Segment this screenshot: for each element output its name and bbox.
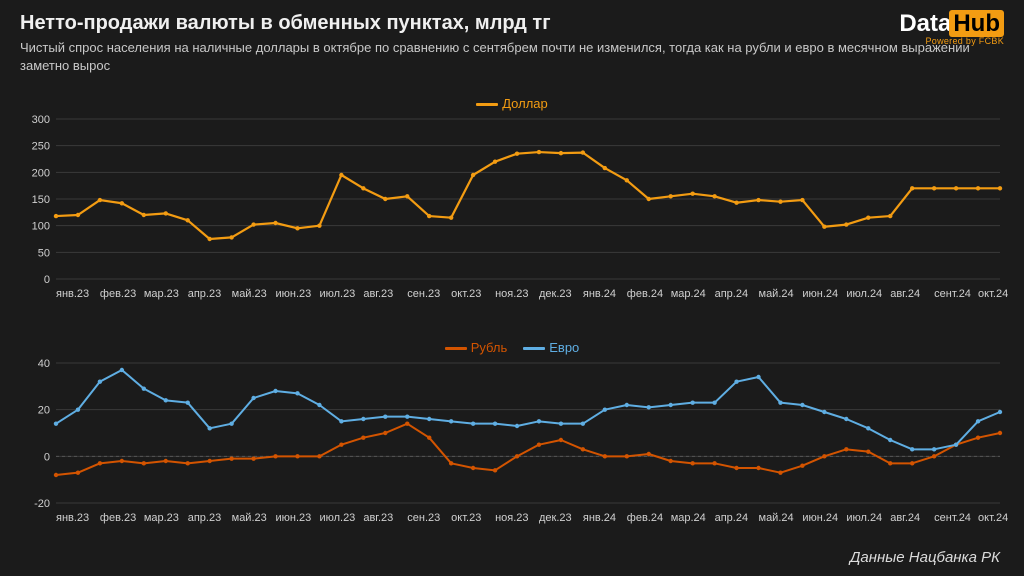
svg-text:окт.23: окт.23 [451, 512, 481, 524]
svg-text:мар.23: мар.23 [144, 288, 179, 300]
ruble-euro-chart: -20 0 20 40 янв.23 фев.23 мар.23 апр.23 май.23 ию… [14, 357, 1010, 527]
svg-text:июл.24: июл.24 [846, 288, 882, 300]
svg-text:сент.24: сент.24 [934, 288, 971, 300]
svg-text:сен.23: сен.23 [407, 288, 440, 300]
svg-text:май.24: май.24 [759, 512, 794, 524]
svg-text:авг.23: авг.23 [363, 288, 393, 300]
svg-text:окт.24: окт.24 [978, 288, 1008, 300]
svg-text:250: 250 [32, 141, 50, 153]
svg-text:150: 150 [32, 194, 50, 206]
svg-text:сент.24: сент.24 [934, 512, 971, 524]
svg-text:фев.24: фев.24 [627, 288, 663, 300]
svg-text:июн.23: июн.23 [276, 512, 312, 524]
svg-text:ноя.23: ноя.23 [495, 512, 528, 524]
svg-text:июл.23: июл.23 [319, 512, 355, 524]
page-title: Нетто-продажи валюты в обменных пунктах,… [20, 12, 1004, 35]
svg-text:100: 100 [32, 221, 50, 233]
svg-text:200: 200 [32, 167, 50, 179]
svg-text:июн.24: июн.24 [802, 288, 838, 300]
svg-text:-20: -20 [34, 498, 50, 510]
svg-text:янв.23: янв.23 [56, 288, 89, 300]
svg-text:50: 50 [38, 247, 50, 259]
svg-text:фев.23: фев.23 [100, 512, 136, 524]
svg-text:апр.24: апр.24 [715, 512, 748, 524]
svg-text:20: 20 [38, 405, 50, 417]
svg-text:авг.24: авг.24 [890, 512, 920, 524]
svg-text:0: 0 [44, 451, 50, 463]
svg-text:янв.24: янв.24 [583, 288, 616, 300]
svg-text:40: 40 [38, 358, 50, 370]
logo: DataHub Powered by FCBK [899, 10, 1004, 46]
svg-text:мар.23: мар.23 [144, 512, 179, 524]
svg-text:апр.23: апр.23 [188, 288, 221, 300]
svg-text:июн.23: июн.23 [276, 288, 312, 300]
svg-text:окт.24: окт.24 [978, 512, 1008, 524]
svg-text:сен.23: сен.23 [407, 512, 440, 524]
svg-text:дек.23: дек.23 [539, 512, 572, 524]
svg-text:авг.23: авг.23 [363, 512, 393, 524]
svg-text:фев.23: фев.23 [100, 288, 136, 300]
svg-text:окт.23: окт.23 [451, 288, 481, 300]
legend-ruble-euro: РубльЕвро [14, 340, 1010, 355]
svg-text:дек.23: дек.23 [539, 288, 572, 300]
svg-text:май.23: май.23 [232, 288, 267, 300]
svg-text:300: 300 [32, 114, 50, 126]
svg-text:июн.24: июн.24 [802, 512, 838, 524]
svg-text:янв.24: янв.24 [583, 512, 616, 524]
svg-text:янв.23: янв.23 [56, 512, 89, 524]
svg-text:апр.24: апр.24 [715, 288, 748, 300]
svg-text:июл.24: июл.24 [846, 512, 882, 524]
svg-text:0: 0 [44, 274, 50, 286]
svg-text:апр.23: апр.23 [188, 512, 221, 524]
legend-dollar: Доллар [14, 96, 1010, 111]
svg-text:май.23: май.23 [232, 512, 267, 524]
svg-text:май.24: май.24 [759, 288, 794, 300]
dollar-chart: 0 50 100 150 200 250 300 янв.23 фев.23 мар.23 апр.… [14, 113, 1010, 303]
page-subtitle: Чистый спрос населения на наличные долла… [20, 39, 1004, 74]
svg-text:мар.24: мар.24 [671, 288, 706, 300]
svg-text:ноя.23: ноя.23 [495, 288, 528, 300]
svg-text:фев.24: фев.24 [627, 512, 663, 524]
svg-text:июл.23: июл.23 [319, 288, 355, 300]
source-label: Данные Нацбанка РК [850, 549, 1000, 566]
svg-text:мар.24: мар.24 [671, 512, 706, 524]
svg-text:авг.24: авг.24 [890, 288, 920, 300]
